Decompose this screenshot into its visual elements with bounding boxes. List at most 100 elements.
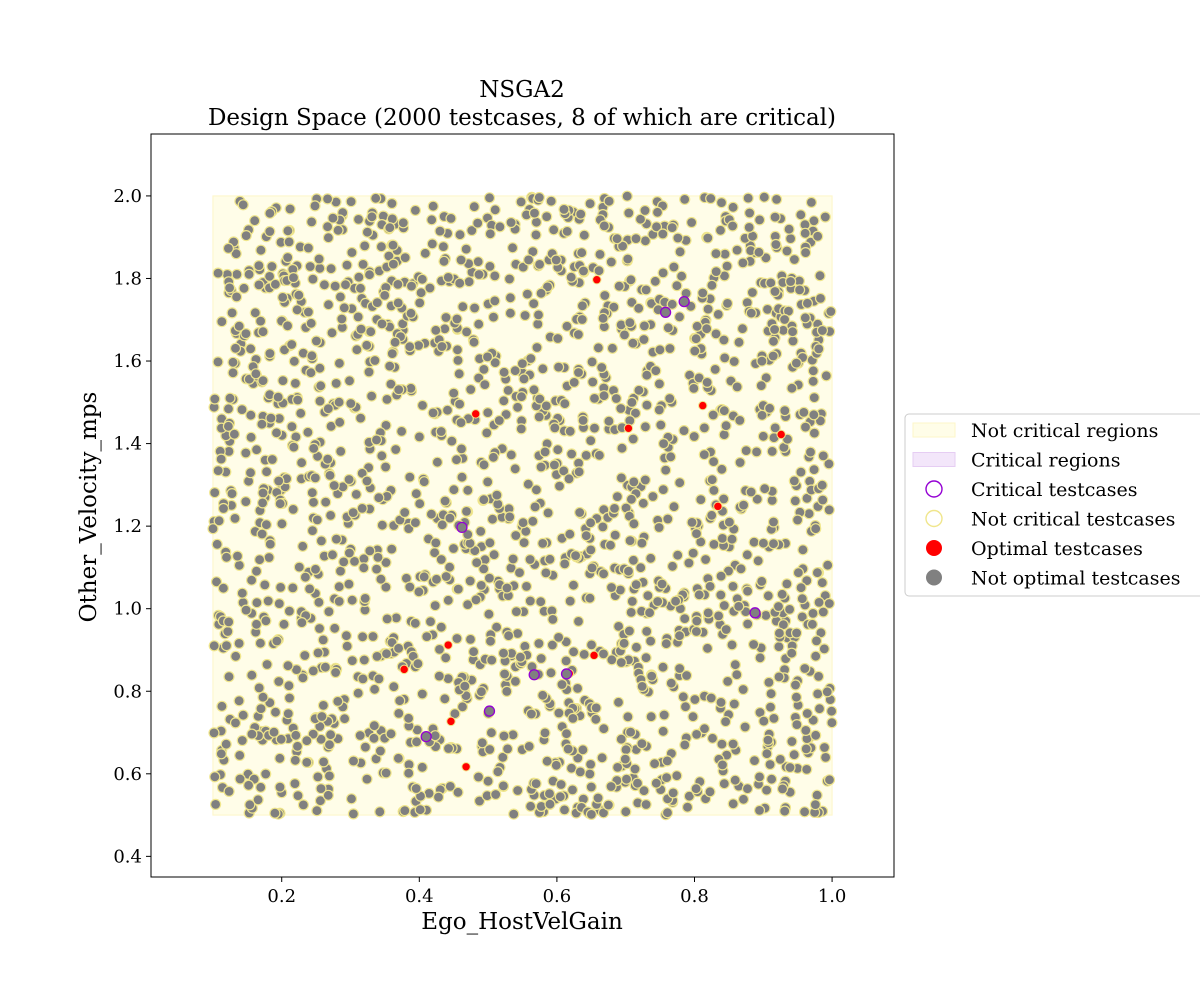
not-optimal-point	[333, 581, 345, 593]
not-optimal-point	[636, 537, 648, 549]
not-optimal-point	[535, 287, 547, 299]
not-optimal-point	[764, 701, 777, 713]
not-optimal-point	[261, 466, 273, 478]
not-optimal-point	[512, 784, 524, 797]
not-optimal-point	[608, 301, 620, 313]
not-optimal-point	[229, 717, 242, 729]
not-optimal-point	[644, 635, 657, 647]
not-optimal-point	[698, 449, 710, 461]
not-optimal-point	[405, 280, 418, 292]
not-optimal-point	[416, 761, 428, 773]
optimal-point	[589, 650, 599, 661]
not-optimal-point	[288, 441, 300, 453]
not-optimal-point	[287, 503, 299, 515]
not-optimal-point	[313, 622, 326, 635]
not-optimal-point	[552, 631, 565, 644]
not-optimal-point	[473, 268, 485, 281]
not-optimal-point	[705, 692, 717, 704]
not-optimal-point	[620, 806, 632, 818]
not-optimal-point	[795, 466, 807, 478]
not-optimal-point	[246, 728, 258, 740]
not-optimal-point	[457, 301, 469, 313]
not-optimal-point	[792, 567, 805, 579]
not-optimal-point	[462, 484, 474, 496]
not-optimal-point	[451, 632, 463, 645]
optimal-point	[713, 501, 723, 512]
not-optimal-point	[547, 613, 559, 626]
optimal-point	[443, 640, 453, 650]
not-optimal-point	[332, 224, 344, 236]
not-optimal-point	[715, 197, 728, 209]
not-optimal-point	[818, 741, 831, 754]
not-optimal-point	[374, 806, 386, 818]
not-optimal-point	[615, 733, 627, 745]
not-optimal-point	[307, 273, 319, 285]
not-optimal-point	[299, 649, 311, 662]
not-optimal-point	[816, 324, 829, 337]
not-optimal-point	[227, 367, 239, 379]
not-optimal-point	[769, 211, 781, 223]
not-optimal-point	[485, 727, 497, 739]
not-optimal-point	[650, 365, 662, 377]
not-optimal-point	[773, 627, 786, 639]
not-optimal-point	[624, 534, 636, 547]
not-optimal-point	[461, 326, 473, 338]
not-optimal-point	[626, 396, 638, 408]
not-optimal-point	[554, 791, 566, 803]
not-optimal-point	[357, 673, 369, 685]
not-optimal-point	[359, 741, 371, 753]
not-optimal-point	[490, 788, 502, 801]
not-optimal-point	[489, 357, 501, 369]
not-optimal-point	[336, 313, 348, 325]
not-optimal-point	[288, 355, 300, 367]
not-optimal-point	[319, 661, 331, 673]
not-optimal-point	[487, 311, 500, 323]
not-optimal-point	[586, 356, 598, 368]
not-optimal-point	[220, 738, 232, 750]
not-optimal-point	[240, 604, 252, 616]
not-optimal-point	[704, 580, 716, 593]
not-optimal-point	[487, 451, 499, 463]
not-optimal-point	[233, 695, 245, 707]
not-optimal-point	[456, 471, 468, 483]
not-optimal-point	[691, 320, 703, 332]
not-optimal-point	[737, 793, 750, 805]
not-optimal-point	[556, 678, 568, 691]
not-optimal-point	[710, 248, 722, 260]
not-optimal-point	[733, 600, 745, 613]
not-optimal-point	[637, 497, 649, 509]
not-optimal-point	[310, 335, 322, 347]
not-optimal-point	[544, 553, 556, 565]
not-optimal-point	[414, 297, 426, 309]
not-optimal-point	[817, 450, 829, 462]
not-optimal-point	[535, 596, 547, 608]
not-optimal-point	[351, 344, 363, 356]
not-optimal-point	[301, 756, 313, 769]
not-optimal-point	[768, 712, 780, 725]
not-optimal-point	[716, 463, 728, 475]
not-optimal-point	[366, 211, 378, 223]
not-optimal-point	[393, 384, 405, 396]
not-optimal-point	[671, 280, 683, 292]
not-optimal-point	[803, 508, 815, 520]
not-optimal-point	[274, 498, 286, 510]
not-optimal-point	[611, 761, 624, 774]
legend-entry: Critical testcases	[925, 479, 1137, 501]
not-optimal-point	[623, 625, 636, 637]
not-optimal-point	[335, 445, 347, 457]
not-optimal-point	[748, 536, 760, 548]
not-optimal-point	[434, 225, 446, 237]
critical-point	[528, 669, 540, 681]
not-optimal-point	[757, 537, 770, 549]
not-optimal-point	[236, 587, 248, 599]
not-optimal-point	[259, 579, 271, 591]
legend: Not critical regions Critical regions Crit…	[904, 413, 1200, 597]
not-optimal-point	[297, 540, 309, 552]
not-optimal-point	[715, 589, 727, 601]
not-optimal-point	[229, 512, 241, 525]
not-optimal-point	[323, 605, 335, 618]
not-optimal-point	[222, 625, 234, 638]
not-optimal-point	[315, 535, 327, 547]
not-optimal-point	[767, 350, 779, 362]
not-optimal-point	[290, 729, 302, 741]
